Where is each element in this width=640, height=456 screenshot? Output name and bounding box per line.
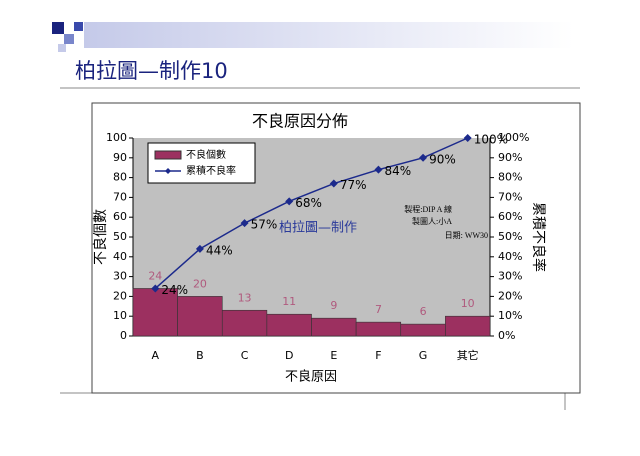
y-tick-label: 60	[113, 210, 127, 223]
line-marker	[151, 284, 160, 293]
legend-label: 累積不良率	[186, 164, 236, 177]
y-tick-label: 90	[113, 151, 127, 164]
legend-marker	[165, 168, 171, 174]
annotation: 製程:DIP A 線	[404, 204, 452, 214]
x-tick-label: D	[285, 349, 293, 362]
line-marker	[195, 244, 204, 253]
y-tick-label: 30	[113, 270, 127, 283]
slide-title: 柏拉圖—制作10	[75, 59, 228, 83]
decor	[52, 22, 580, 410]
bar-label: 7	[375, 303, 382, 316]
y2-tick-label: 70%	[498, 190, 522, 203]
annotation: 製圖人:小A	[412, 216, 452, 226]
y-tick-label: 20	[113, 289, 127, 302]
y-tick-label: 10	[113, 309, 127, 322]
line-label: 100%	[474, 133, 508, 147]
annotation: 日期: WW30	[445, 231, 488, 240]
y2-axis-label: 累積不良率	[530, 202, 547, 272]
x-tick-label: A	[152, 349, 160, 362]
y2-tick-label: 90%	[498, 151, 522, 164]
y2-tick-label: 10%	[498, 309, 522, 322]
line-label: 77%	[340, 178, 367, 192]
line-marker	[285, 197, 294, 206]
y-axis-label: 不良個數	[93, 209, 109, 265]
y2-tick-label: 20%	[498, 289, 522, 302]
bar-label: 13	[238, 291, 252, 304]
x-tick-label: 其它	[457, 348, 479, 362]
y2-tick-label: 30%	[498, 270, 522, 283]
y-tick-label: 50	[113, 230, 127, 243]
x-tick-label: E	[330, 349, 337, 362]
y2-tick-label: 60%	[498, 210, 522, 223]
legend-swatch	[154, 150, 182, 160]
y2-tick-label: 100%	[498, 131, 529, 144]
line-marker	[419, 153, 428, 162]
y-tick-label: 100	[106, 131, 127, 144]
legend-box	[147, 142, 256, 184]
line-label: 68%	[295, 196, 322, 210]
y-tick-label: 40	[113, 250, 127, 263]
cumulative-line	[154, 137, 468, 290]
decor-square	[52, 22, 64, 34]
y-tick-label: 70	[113, 190, 127, 203]
bar-label: 10	[461, 297, 475, 310]
y-tick-label: 80	[113, 171, 127, 184]
y2-tick-label: 40%	[498, 250, 522, 263]
x-tick-label: F	[375, 349, 381, 362]
line-label: 84%	[384, 164, 411, 178]
watermark: 柏拉圖—制作	[279, 221, 357, 236]
bar	[132, 288, 178, 337]
decor-square	[64, 34, 74, 44]
bar-label: 11	[282, 295, 296, 308]
x-tick-label: C	[241, 349, 249, 362]
line-label: 44%	[206, 243, 233, 257]
legend-label: 不良個數	[186, 148, 226, 161]
y2-tick-label: 50%	[498, 230, 522, 243]
line-label: 90%	[429, 152, 456, 166]
bar-label: 20	[193, 277, 207, 290]
chart-title: 不良原因分佈	[252, 112, 348, 131]
line-marker	[463, 134, 472, 142]
bar-label: 9	[330, 299, 337, 312]
bar	[355, 321, 402, 337]
decor-band	[84, 22, 574, 48]
line-marker	[240, 219, 249, 228]
bar	[400, 323, 446, 337]
bar	[221, 309, 268, 337]
bar	[311, 317, 357, 337]
y-tick-label: 0	[120, 329, 127, 342]
x-tick-label: B	[196, 349, 204, 362]
bar-label: 6	[420, 305, 427, 318]
line-marker	[374, 165, 383, 174]
x-tick-label: G	[419, 349, 428, 362]
decor-square	[74, 22, 83, 31]
x-axis-label: 不良原因	[285, 369, 337, 385]
line-label: 24%	[161, 283, 188, 297]
bar	[177, 296, 223, 337]
bar	[445, 315, 491, 337]
bar-label: 24	[148, 269, 162, 282]
bar	[266, 313, 312, 337]
y2-tick-label: 0%	[498, 329, 515, 342]
line-marker	[329, 179, 338, 188]
y2-tick-label: 80%	[498, 171, 522, 184]
decor-square	[58, 44, 66, 52]
line-label: 57%	[251, 218, 278, 232]
